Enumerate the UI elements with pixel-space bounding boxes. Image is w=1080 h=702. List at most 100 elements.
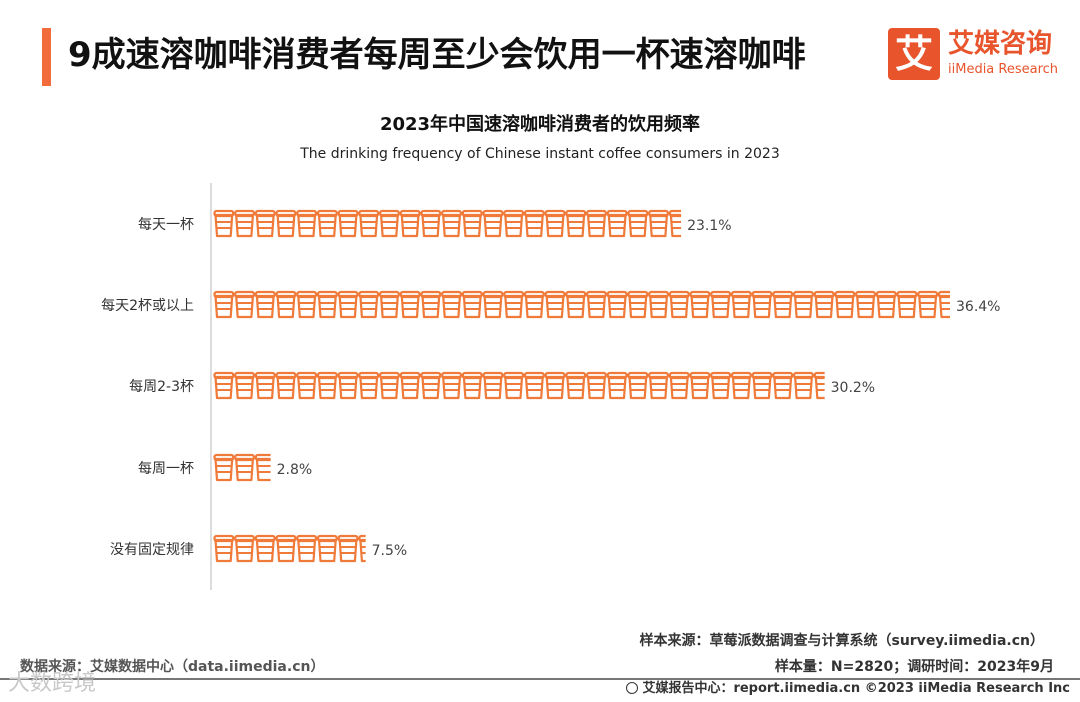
- cup-icon: [730, 371, 752, 400]
- cup-icon: [627, 371, 649, 400]
- cup-icon: [234, 371, 255, 400]
- bar: [213, 290, 950, 319]
- cup-icon: [668, 290, 690, 319]
- cup-icon: [379, 371, 400, 400]
- cup-icon: [565, 290, 587, 319]
- bar: [213, 453, 271, 482]
- cup-icon: [296, 371, 318, 400]
- cup-icon: [834, 290, 856, 319]
- cup-icon: [565, 209, 587, 238]
- data-label: 30.2%: [831, 380, 875, 396]
- title-accent-bar: [42, 28, 51, 86]
- cup-icon: [399, 371, 421, 400]
- cup-icon: [668, 209, 682, 238]
- cup-icon: [399, 209, 421, 238]
- cup-icon: [275, 290, 297, 319]
- cup-icon: [523, 209, 545, 238]
- cup-icon: [234, 453, 255, 482]
- cup-icon: [917, 290, 939, 319]
- cup-icon: [937, 290, 950, 319]
- bar: [213, 209, 682, 238]
- cup-icon: [234, 209, 255, 238]
- chart-subtitle: The drinking frequency of Chinese instan…: [300, 146, 780, 162]
- cup-icon: [254, 453, 271, 482]
- sample-source: 样本来源：草莓派数据调查与计算系统（survey.iimedia.cn）: [639, 633, 1044, 649]
- watermark: 大数跨境: [8, 671, 97, 696]
- cup-icon: [585, 290, 607, 319]
- cup-icon: [792, 371, 814, 400]
- cup-icon: [544, 209, 566, 238]
- cup-icon: [358, 209, 380, 238]
- globe-icon: [626, 682, 639, 694]
- data-label: 36.4%: [956, 299, 1000, 315]
- cup-icon: [482, 209, 504, 238]
- cup-icon: [275, 371, 297, 400]
- cup-icon: [337, 371, 359, 400]
- cup-icon: [358, 290, 380, 319]
- cup-icon: [254, 209, 276, 238]
- cup-icon: [482, 290, 504, 319]
- data-label: 7.5%: [372, 543, 408, 559]
- cup-icon: [813, 290, 835, 319]
- cup-icon: [813, 371, 825, 400]
- drinking-frequency-chart: 每天一杯 23.1% 每天2杯或以上 36.4% 每周2-3杯 30.2% 每周一杯 2.8%…: [101, 183, 1000, 590]
- cup-icon: [689, 290, 711, 319]
- footer-divider: [0, 678, 1080, 680]
- cup-icon: [482, 371, 504, 400]
- cup-icon: [316, 534, 338, 563]
- cup-icon: [606, 371, 628, 400]
- cup-icon: [772, 290, 794, 319]
- cup-icon: [379, 290, 400, 319]
- chart-row: 没有固定规律 7.5%: [110, 534, 408, 563]
- cup-icon: [648, 209, 670, 238]
- cup-icon: [565, 371, 587, 400]
- report-center-text: 艾媒报告中心：report.iimedia.cn ©2023 iiMedia R…: [642, 681, 1070, 696]
- data-source: 数据来源：艾媒数据中心（data.iimedia.cn）: [20, 659, 325, 675]
- cup-icon: [420, 209, 442, 238]
- cup-icon: [213, 453, 235, 482]
- cup-icon: [213, 209, 235, 238]
- iimedia-logo: 艾 艾媒咨询 iiMedia Research: [888, 28, 1068, 84]
- chart-row: 每天2杯或以上 36.4%: [101, 290, 1000, 319]
- cup-icon: [855, 290, 877, 319]
- cup-icon: [730, 290, 752, 319]
- cup-icon: [461, 290, 483, 319]
- cup-icon: [751, 290, 773, 319]
- chart-row: 每周2-3杯 30.2%: [129, 371, 875, 400]
- cup-icon: [668, 371, 690, 400]
- cup-icon: [316, 371, 338, 400]
- cup-icon: [585, 371, 607, 400]
- cup-icon: [254, 290, 276, 319]
- logo-name-cn: 艾媒咨询: [948, 29, 1053, 59]
- cup-icon: [503, 290, 525, 319]
- cup-icon: [689, 371, 711, 400]
- category-label: 每天2杯或以上: [101, 298, 194, 314]
- cup-icon: [379, 209, 400, 238]
- cup-icon: [399, 290, 421, 319]
- category-label: 没有固定规律: [110, 542, 194, 558]
- cup-icon: [503, 371, 525, 400]
- category-label: 每周2-3杯: [129, 379, 194, 395]
- cup-icon: [296, 534, 318, 563]
- cup-icon: [544, 290, 566, 319]
- cup-icon: [896, 290, 918, 319]
- logo-name-en: iiMedia Research: [948, 62, 1059, 77]
- cup-icon: [710, 290, 732, 319]
- chart-row: 每周一杯 2.8%: [138, 453, 313, 482]
- cup-icon: [627, 209, 649, 238]
- cup-icon: [461, 209, 483, 238]
- cup-icon: [213, 290, 235, 319]
- cup-icon: [337, 209, 359, 238]
- data-label: 23.1%: [687, 218, 731, 234]
- cup-icon: [627, 290, 649, 319]
- cup-icon: [751, 371, 773, 400]
- data-label: 2.8%: [277, 462, 313, 478]
- cup-icon: [792, 290, 814, 319]
- cup-icon: [523, 290, 545, 319]
- cup-icon: [420, 290, 442, 319]
- cup-icon: [316, 209, 338, 238]
- cup-icon: [254, 371, 276, 400]
- cup-icon: [420, 371, 442, 400]
- logo-mark: 艾: [888, 28, 940, 80]
- cup-icon: [585, 209, 607, 238]
